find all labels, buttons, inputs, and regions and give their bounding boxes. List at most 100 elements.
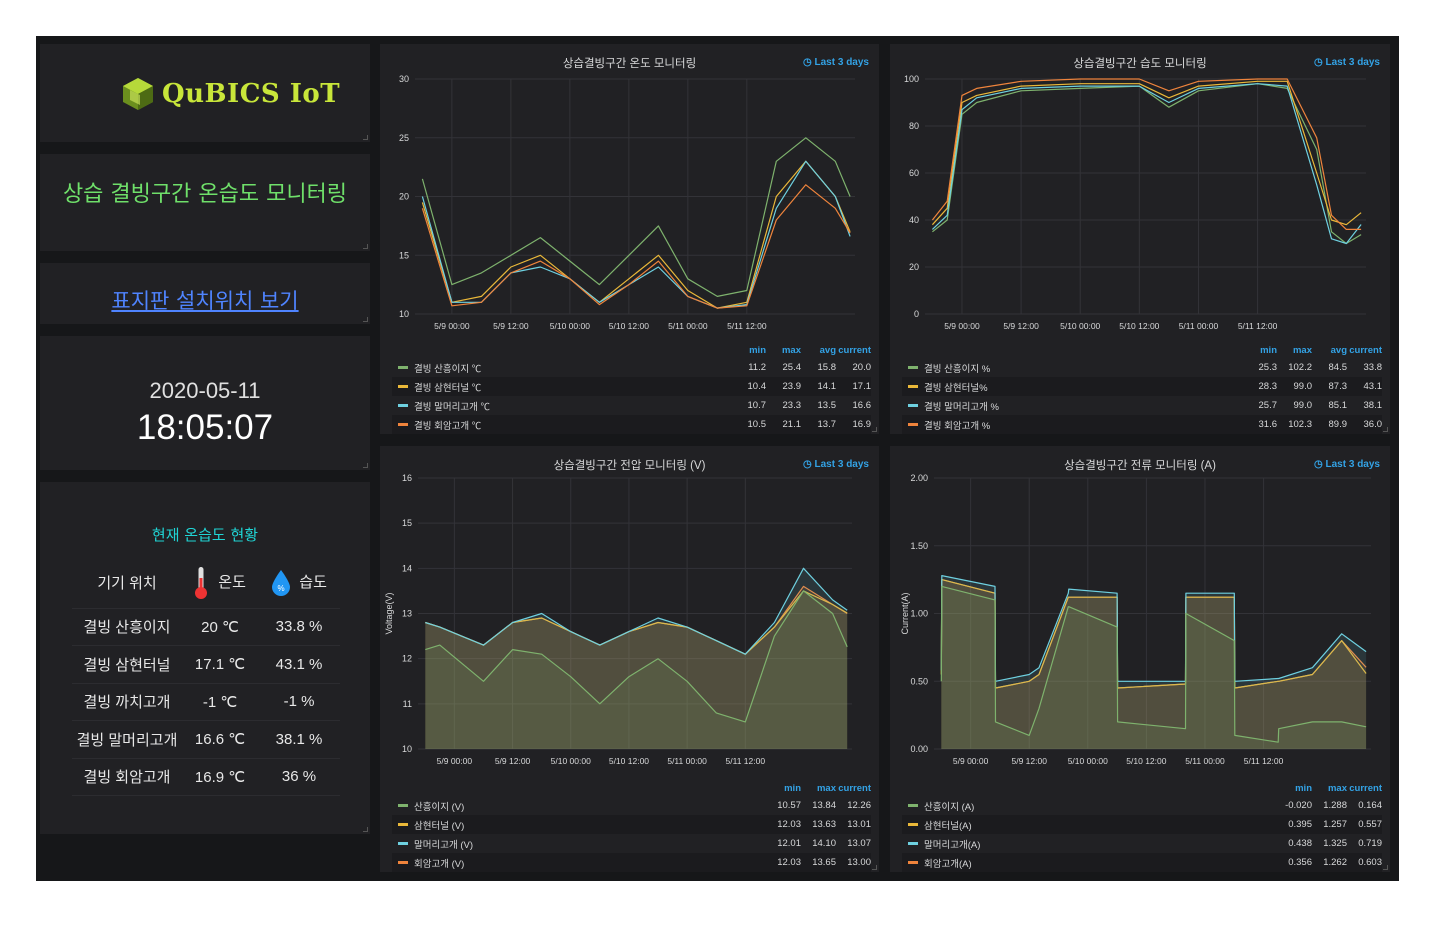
y-tick-label: 1.00: [910, 609, 928, 619]
legend-column-header[interactable]: max: [1327, 782, 1347, 794]
legend-series-name[interactable]: 결빙 회암고개 ℃: [414, 420, 482, 432]
x-tick-label: 5/11 12:00: [1238, 321, 1278, 331]
series-line: [931, 80, 1362, 226]
legend-row[interactable]: 삼현터널 (V) 12.03 13.63 13.01: [392, 815, 871, 834]
row-location: 결빙 삼현터널: [72, 645, 182, 684]
legend-value: 25.4: [782, 362, 802, 373]
panel-title[interactable]: 상습결빙구간 전압 모니터링 (V): [553, 460, 706, 472]
temp-header-label: 온도: [218, 573, 246, 591]
legend-value: 31.6: [1258, 419, 1278, 430]
y-tick-label: 14: [402, 563, 412, 573]
legend-value: 89.9: [1328, 419, 1348, 430]
legend-header: min max avg current: [392, 342, 871, 358]
legend-value: 43.1: [1363, 381, 1383, 392]
legend-series-name[interactable]: 말머리고개 (V): [414, 839, 474, 851]
legend-rows: 결빙 산흥이지 ℃ 11.2 25.4 15.8 20.0 결빙 삼현터널 ℃ 10.4 23…: [392, 358, 871, 434]
legend-row[interactable]: 산흥이지 (A) -0.020 1.288 0.164: [902, 796, 1382, 815]
legend-value: 13.5: [817, 400, 837, 411]
y-tick-label: 1.50: [910, 541, 928, 551]
legend-row[interactable]: 결빙 삼현터널 ℃ 10.4 23.9 14.1 17.1: [392, 377, 871, 396]
legend-value: 84.5: [1328, 362, 1348, 373]
legend-row[interactable]: 산흥이지 (V) 10.57 13.84 12.26: [392, 796, 871, 815]
legend-series-name[interactable]: 말머리고개(A): [924, 839, 981, 851]
legend-value: 0.603: [1358, 857, 1382, 868]
legend-column-header[interactable]: current: [838, 782, 871, 794]
legend-column-header[interactable]: avg: [819, 344, 836, 356]
legend-series-name[interactable]: 삼현터널(A): [924, 820, 972, 832]
location-panel: 표지판 설치위치 보기: [40, 263, 370, 324]
legend-row[interactable]: 삼현터널(A) 0.395 1.257 0.557: [902, 815, 1382, 834]
legend-column-header[interactable]: min: [1260, 344, 1277, 356]
legend-row[interactable]: 말머리고개(A) 0.438 1.325 0.719: [902, 834, 1382, 853]
series-area: [941, 579, 1367, 749]
legend-column-header[interactable]: max: [781, 344, 801, 356]
legend-series-name[interactable]: 회암고개(A): [924, 858, 972, 870]
humidity-legend: min max avg current 결빙 산흥이지 % 25.3 102.2 84.5 33…: [902, 342, 1382, 434]
legend-column-header[interactable]: max: [816, 782, 836, 794]
legend-series-name[interactable]: 결빙 삼현터널 ℃: [414, 382, 482, 394]
legend-series-name[interactable]: 산흥이지 (V): [414, 801, 465, 813]
panel-title[interactable]: 상습결빙구간 온도 모니터링: [562, 58, 697, 70]
legend-value: 15.8: [817, 362, 837, 373]
series-line: [421, 184, 851, 309]
legend-value: 13.65: [812, 857, 836, 868]
legend-value: 23.9: [782, 381, 802, 392]
legend-row[interactable]: 회암고개(A) 0.356 1.262 0.603: [902, 853, 1382, 872]
series-area: [941, 575, 1367, 749]
x-tick-label: 5/10 00:00: [1068, 756, 1108, 766]
panel-title[interactable]: 상습결빙구간 습도 모니터링: [1073, 58, 1207, 70]
legend-column-header[interactable]: current: [1349, 782, 1382, 794]
legend-row[interactable]: 결빙 산흥이지 ℃ 11.2 25.4 15.8 20.0: [392, 358, 871, 377]
legend-row[interactable]: 결빙 삼현터널% 28.3 99.0 87.3 43.1: [902, 377, 1382, 396]
x-tick-label: 5/9 12:00: [1011, 756, 1047, 766]
row-temp: 20 ℃: [182, 608, 259, 646]
legend-column-header[interactable]: max: [1292, 344, 1312, 356]
legend-value: 0.438: [1288, 838, 1312, 849]
x-tick-label: 5/10 12:00: [609, 756, 649, 766]
x-tick-label: 5/11 00:00: [1185, 756, 1225, 766]
legend-row[interactable]: 말머리고개 (V) 12.01 14.10 13.07: [392, 834, 871, 853]
legend-series-name[interactable]: 산흥이지 (A): [924, 801, 975, 813]
legend-series-name[interactable]: 결빙 삼현터널%: [924, 382, 988, 394]
current-chart[interactable]: 0.00 0.50 1.00 1.50 2.00 5/9 00:00 5/9 12:00 5/…: [890, 446, 1390, 781]
time-range-badge: ◷ Last 3 days: [803, 57, 869, 68]
legend-series-name[interactable]: 결빙 산흥이지 %: [924, 363, 991, 375]
legend-column-header[interactable]: current: [1349, 344, 1382, 356]
page-subtitle: 상습 결빙구간 온습도 모니터링: [62, 182, 348, 207]
y-tick-label: 40: [909, 215, 919, 225]
legend-column-header[interactable]: min: [1295, 782, 1312, 794]
legend-row[interactable]: 결빙 말머리고개 ℃ 10.7 23.3 13.5 16.6: [392, 396, 871, 415]
y-tick-label: 60: [909, 168, 919, 178]
x-tick-label: 5/10 12:00: [1126, 756, 1166, 766]
legend-column-header[interactable]: min: [784, 782, 801, 794]
legend-row[interactable]: 회암고개 (V) 12.03 13.65 13.00: [392, 853, 871, 872]
panel-title[interactable]: 상습결빙구간 전류 모니터링 (A): [1064, 460, 1216, 472]
legend-series-name[interactable]: 회암고개 (V): [414, 858, 465, 870]
legend-series-name[interactable]: 삼현터널 (V): [414, 820, 465, 832]
legend-series-name[interactable]: 결빙 말머리고개 ℃: [414, 401, 490, 413]
row-humidity: 33.8 %: [258, 608, 340, 646]
legend-swatch: [908, 385, 918, 388]
legend-row[interactable]: 결빙 회암고개 % 31.6 102.3 89.9 36.0: [902, 415, 1382, 434]
legend-column-header[interactable]: min: [749, 344, 766, 356]
legend-row[interactable]: 결빙 산흥이지 % 25.3 102.2 84.5 33.8: [902, 358, 1382, 377]
cube-logo-icon: [123, 78, 153, 110]
temperature-chart[interactable]: 10 15 20 25 30 5/9 00:00 5/9 12:00 5/10 00:00 5/…: [380, 44, 879, 344]
voltage-chart[interactable]: 10 11 12 13 14 15 16 5/9 00:00 5/9 12:00 5/10 00:…: [380, 446, 879, 781]
legend-row[interactable]: 결빙 회암고개 ℃ 10.5 21.1 13.7 16.9: [392, 415, 871, 434]
legend-value: 12.01: [777, 838, 801, 849]
legend-series-name[interactable]: 결빙 말머리고개 %: [924, 401, 999, 413]
legend-swatch: [908, 842, 918, 845]
legend-column-header[interactable]: current: [838, 344, 871, 356]
header-location: 기기 위치: [72, 558, 182, 609]
y-tick-label: 0: [914, 309, 919, 319]
legend-swatch: [908, 861, 918, 864]
legend-row[interactable]: 결빙 말머리고개 % 25.7 99.0 85.1 38.1: [902, 396, 1382, 415]
location-link[interactable]: 표지판 설치위치 보기: [111, 289, 299, 313]
legend-column-header[interactable]: avg: [1330, 344, 1347, 356]
legend-series-name[interactable]: 결빙 산흥이지 ℃: [414, 363, 482, 375]
humidity-chart[interactable]: 0 20 40 60 80 100 5/9 00:00 5/9 12:00 5/10 00:00…: [890, 44, 1390, 344]
legend-value: 13.00: [847, 857, 871, 868]
y-axis-label: Current(A): [900, 592, 910, 634]
legend-series-name[interactable]: 결빙 회암고개 %: [924, 420, 991, 432]
